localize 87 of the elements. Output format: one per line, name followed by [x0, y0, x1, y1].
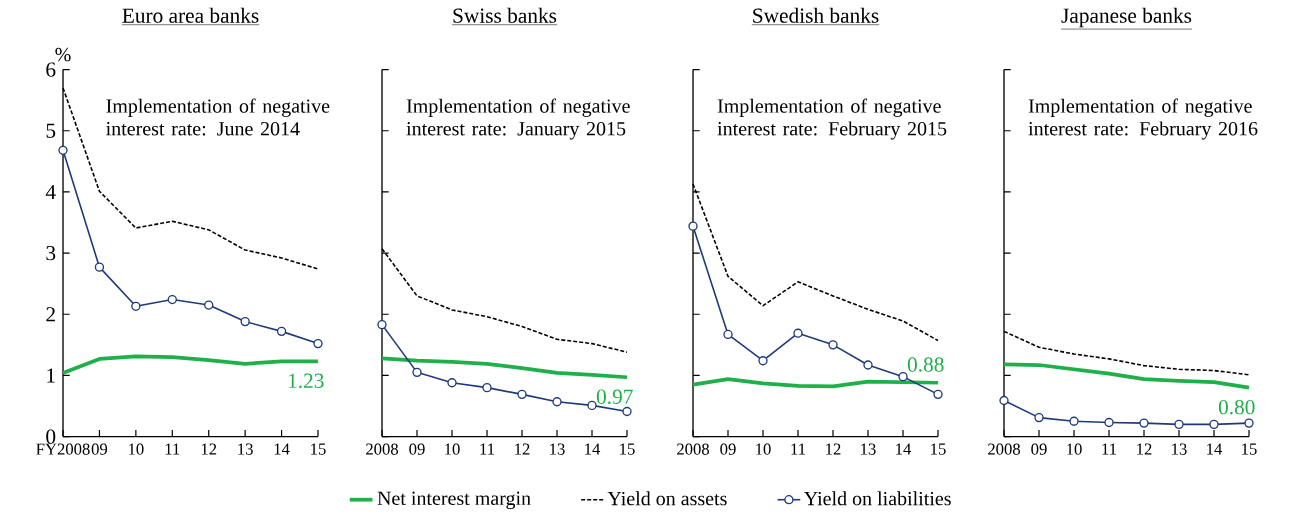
x-tick-label: 14	[585, 443, 601, 455]
point	[313, 339, 323, 349]
x-tick-label: 11	[791, 443, 806, 455]
y-tick-label: 2	[46, 307, 55, 322]
x-tick-label: FY2008	[36, 443, 90, 455]
point	[587, 400, 597, 411]
point	[447, 378, 457, 388]
x-tick-label: 13	[1172, 443, 1187, 455]
point	[1034, 413, 1044, 423]
x-tick-label: 10	[445, 443, 460, 455]
x-tick-label: 10	[756, 443, 771, 455]
point	[167, 295, 177, 305]
point	[377, 320, 387, 330]
x-tick-label: 10	[1067, 443, 1082, 455]
chart-title: Swiss banks	[453, 8, 557, 24]
x-tick-label: 2008	[366, 443, 399, 455]
point	[1174, 419, 1184, 430]
x-tick-label: 2008	[988, 443, 1021, 455]
point	[1139, 418, 1149, 428]
legend-label: Yield on liabilities	[803, 491, 951, 506]
y-axis-title: %	[55, 47, 71, 62]
x-tick-label: 11	[165, 443, 180, 455]
x-tick-label: 09	[1031, 443, 1047, 455]
y-tick-label: 3	[46, 246, 56, 261]
x-tick-label: 15	[620, 443, 635, 455]
x-tick-label: 09	[409, 443, 425, 455]
x-tick-label: 13	[861, 443, 876, 455]
y-tick-label: 0	[46, 429, 56, 444]
annotation: Implementation of negative interest rate: June 2014	[106, 98, 330, 136]
point	[723, 329, 733, 340]
point	[622, 407, 632, 417]
x-tick-label: 15	[931, 443, 946, 455]
point	[94, 262, 105, 273]
point	[863, 360, 873, 370]
point	[1069, 416, 1079, 427]
x-tick-label: 09	[720, 443, 736, 455]
point	[204, 300, 214, 310]
data-label: 0.80	[1218, 400, 1255, 415]
point	[933, 389, 943, 400]
point	[131, 301, 141, 312]
x-tick-label: 12	[826, 443, 841, 455]
point	[828, 340, 838, 350]
x-tick-label: 13	[238, 443, 253, 455]
x-tick-label: 11	[480, 443, 495, 455]
point	[1104, 418, 1114, 428]
point	[688, 221, 698, 232]
x-tick-label: 13	[550, 443, 565, 455]
data-label: 0.97	[596, 389, 633, 405]
x-tick-label: 11	[1102, 443, 1117, 455]
y-tick-label: 5	[46, 123, 56, 139]
x-tick-label: 15	[1242, 443, 1257, 455]
point	[552, 397, 562, 407]
x-tick-label: 14	[274, 443, 290, 455]
x-tick-label: 12	[515, 443, 530, 455]
point	[1244, 418, 1254, 428]
x-tick-label: 09	[91, 443, 108, 455]
x-tick-label: 14	[896, 443, 912, 455]
data-label: 0.88	[907, 357, 944, 373]
annotation: Implementation of negative interest rate: February 2016	[1028, 98, 1258, 140]
point	[58, 145, 68, 156]
x-tick-label: 15	[311, 443, 326, 455]
point	[276, 326, 287, 337]
chart-title: Euro area banks	[122, 8, 259, 24]
x-tick-label: 10	[129, 443, 144, 455]
point	[758, 356, 768, 366]
point	[517, 389, 527, 400]
point	[999, 396, 1009, 406]
data-label: 1.23	[288, 373, 324, 389]
y-tick-label: 1	[47, 368, 55, 383]
point	[1209, 419, 1219, 430]
point	[240, 317, 250, 327]
legend-label: Yield on assets	[607, 491, 727, 506]
point	[793, 328, 803, 339]
y-tick-label: 4	[45, 185, 56, 200]
point	[412, 367, 422, 378]
annotation: Implementation of negative interest rate: January 2015	[406, 98, 630, 140]
chart-title: Swedish banks	[753, 8, 879, 24]
point	[482, 383, 492, 393]
x-tick-label: 12	[201, 443, 217, 455]
x-tick-label: 2008	[677, 443, 710, 455]
point	[898, 372, 908, 382]
legend-label: Net interest margin	[377, 491, 531, 510]
chart-title: Japanese banks	[1061, 8, 1192, 28]
annotation: Implementation of negative interest rate: February 2015	[717, 98, 947, 140]
y-tick-label: 6	[46, 62, 56, 77]
x-tick-label: 12	[1137, 443, 1152, 455]
x-tick-label: 14	[1207, 443, 1223, 455]
